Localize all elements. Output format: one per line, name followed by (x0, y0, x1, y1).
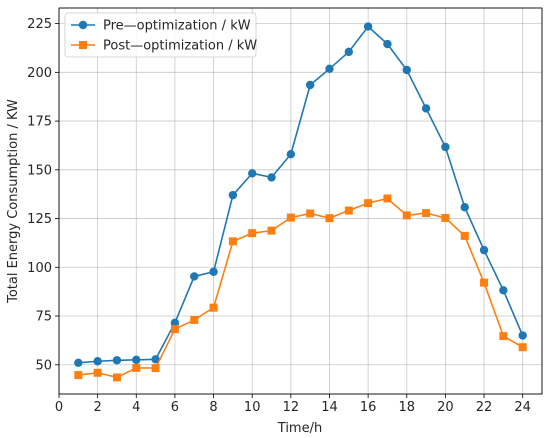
x-axis-ticks: 0 2 4 6 8 10 12 14 16 18 20 22 24 (55, 394, 531, 415)
data-point (112, 356, 122, 365)
data-point (363, 22, 373, 31)
y-tick-label: 50 (35, 358, 52, 373)
legend-label: Pre—optimization / kW (103, 19, 251, 34)
data-point (248, 229, 257, 238)
data-point (364, 199, 373, 208)
data-point (93, 368, 102, 377)
data-point (132, 363, 141, 372)
y-tick-label: 200 (27, 66, 52, 81)
y-tick-label: 100 (27, 261, 52, 276)
x-axis-label: Time/h (277, 421, 322, 436)
data-point (344, 206, 353, 215)
legend-item: Pre—optimization / kW (71, 19, 251, 34)
data-point (209, 267, 218, 276)
series-line (78, 25, 524, 364)
data-point (305, 80, 315, 90)
data-point (306, 209, 315, 218)
data-point (460, 203, 469, 212)
data-point (267, 226, 276, 235)
data-point (402, 211, 411, 220)
data-point (93, 357, 102, 366)
data-point (170, 318, 180, 328)
data-point (248, 169, 257, 178)
data-point (325, 214, 334, 223)
data-point (286, 213, 295, 222)
data-point (421, 104, 431, 113)
x-tick-label: 12 (283, 400, 300, 415)
data-point (422, 209, 431, 218)
data-point (518, 343, 527, 352)
legend-box (64, 12, 257, 58)
data-point (325, 64, 334, 74)
data-point (441, 213, 450, 222)
y-tick-label: 150 (27, 163, 52, 178)
legend-label: Post—optimization / kW (103, 39, 257, 54)
series-1 (74, 22, 527, 368)
data-point (479, 245, 489, 255)
legend-item: Post—optimization / kW (71, 39, 257, 54)
data-point (228, 237, 237, 246)
x-tick-label: 24 (514, 400, 531, 415)
data-point (480, 278, 489, 287)
x-tick-label: 16 (360, 400, 377, 415)
series-2 (74, 194, 527, 382)
x-tick-label: 22 (476, 400, 493, 415)
data-point (170, 325, 179, 334)
data-point (151, 355, 160, 364)
x-tick-label: 4 (132, 400, 140, 415)
series-layer (74, 22, 527, 382)
series-line (78, 197, 524, 379)
y-tick-label: 75 (35, 310, 52, 325)
data-point (441, 142, 450, 152)
x-tick-label: 20 (437, 400, 454, 415)
legend: Pre—optimization / kW Post—optimization /… (64, 12, 257, 58)
x-tick-label: 14 (321, 400, 338, 415)
data-point (383, 194, 392, 203)
x-tick-label: 2 (93, 400, 101, 415)
data-point (383, 39, 392, 49)
data-point (151, 364, 160, 373)
x-tick-label: 8 (209, 400, 217, 415)
data-point (402, 65, 411, 75)
x-tick-label: 0 (55, 400, 63, 415)
data-point (132, 355, 141, 365)
data-point (267, 173, 276, 182)
data-point (209, 303, 218, 312)
data-point (228, 190, 238, 200)
data-point (518, 331, 527, 340)
x-tick-label: 18 (398, 400, 415, 415)
plot-frame (58, 7, 543, 395)
y-axis-ticks: 50 75 100 125 150 175 200 225 (27, 17, 59, 373)
data-point (74, 371, 83, 380)
data-point (190, 315, 199, 324)
y-tick-label: 175 (27, 115, 52, 130)
data-point (344, 47, 353, 57)
data-point (499, 332, 508, 341)
data-point (460, 231, 469, 240)
y-tick-label: 125 (27, 212, 52, 227)
x-tick-label: 6 (171, 400, 179, 415)
legend-marker (79, 41, 87, 49)
x-tick-label: 10 (244, 400, 261, 415)
y-axis-label: Total Energy Consumption / KW (6, 99, 21, 304)
data-point (190, 272, 199, 281)
legend-marker (78, 20, 88, 30)
data-point (112, 373, 121, 382)
data-point (286, 150, 296, 159)
y-tick-label: 225 (27, 17, 52, 32)
data-point (74, 358, 83, 368)
data-point (499, 286, 508, 295)
grid-lines (58, 8, 542, 394)
